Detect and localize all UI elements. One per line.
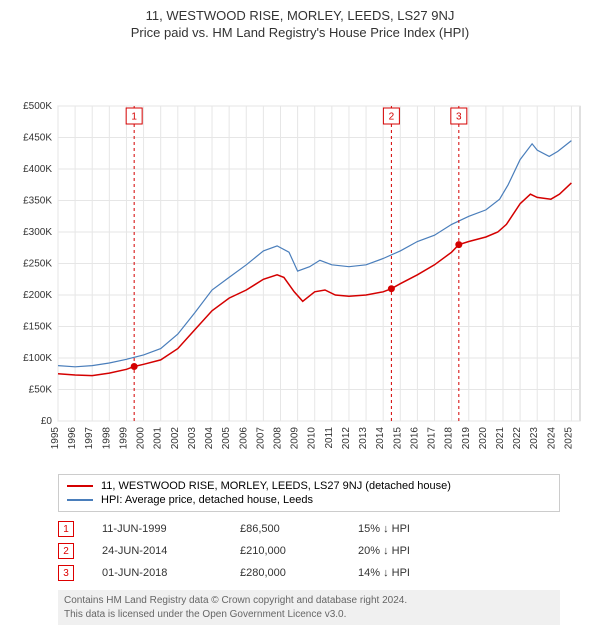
marker-row: 2 24-JUN-2014 £210,000 20% ↓ HPI (58, 540, 560, 562)
chart-title: 11, WESTWOOD RISE, MORLEY, LEEDS, LS27 9… (0, 8, 600, 23)
marker-date: 01-JUN-2018 (102, 567, 212, 579)
chart-area: £0 £50K £100K £150K £200K £250K £300K £350K £400… (0, 46, 600, 466)
marker-badge-number: 2 (389, 112, 395, 123)
x-tick-label: 2015 (392, 427, 403, 450)
x-tick-label: 2001 (153, 427, 164, 450)
y-tick-label: £400K (23, 164, 52, 175)
y-tick-label: £350K (23, 196, 52, 207)
x-tick-label: 2004 (204, 427, 215, 450)
marker-hpi-delta: 14% ↓ HPI (358, 567, 468, 579)
x-tick-label: 2013 (358, 427, 369, 450)
figure: 11, WESTWOOD RISE, MORLEY, LEEDS, LS27 9… (0, 0, 600, 625)
legend-item: 11, WESTWOOD RISE, MORLEY, LEEDS, LS27 9… (67, 479, 551, 493)
attribution-line: This data is licensed under the Open Gov… (64, 608, 554, 622)
marker-row-badge: 1 (58, 521, 74, 537)
marker-hpi-delta: 15% ↓ HPI (358, 523, 468, 535)
chart-subtitle: Price paid vs. HM Land Registry's House … (0, 25, 600, 40)
marker-badge-number: 1 (131, 112, 137, 123)
y-tick-label: £50K (29, 385, 53, 396)
x-tick-label: 2008 (272, 427, 283, 450)
x-tick-label: 2020 (478, 427, 489, 450)
y-tick-label: £150K (23, 322, 52, 333)
attribution-line: Contains HM Land Registry data © Crown c… (64, 594, 554, 608)
marker-date: 24-JUN-2014 (102, 545, 212, 557)
x-tick-label: 1998 (101, 427, 112, 450)
legend: 11, WESTWOOD RISE, MORLEY, LEEDS, LS27 9… (58, 474, 560, 512)
marker-row-badge: 2 (58, 543, 74, 559)
legend-swatch (67, 485, 93, 487)
marker-badge-number: 3 (456, 112, 462, 123)
x-tick-label: 2010 (307, 427, 318, 450)
x-tick-label: 2003 (187, 427, 198, 450)
x-tick-label: 2017 (427, 427, 438, 450)
x-tick-label: 2007 (255, 427, 266, 450)
x-tick-label: 1997 (84, 427, 95, 450)
marker-row-badge: 3 (58, 565, 74, 581)
marker-date: 11-JUN-1999 (102, 523, 212, 535)
x-tick-label: 2018 (444, 427, 455, 450)
header: 11, WESTWOOD RISE, MORLEY, LEEDS, LS27 9… (0, 0, 600, 40)
x-tick-label: 1999 (118, 427, 129, 450)
x-tick-label: 1995 (50, 427, 61, 450)
marker-price: £86,500 (240, 523, 330, 535)
x-tick-label: 2019 (461, 427, 472, 450)
marker-row: 1 11-JUN-1999 £86,500 15% ↓ HPI (58, 518, 560, 540)
y-tick-label: £500K (23, 101, 52, 112)
marker-dot (131, 363, 138, 370)
marker-dot (388, 285, 395, 292)
marker-price: £210,000 (240, 545, 330, 557)
marker-price: £280,000 (240, 567, 330, 579)
x-tick-label: 2016 (409, 427, 420, 450)
x-tick-label: 2006 (238, 427, 249, 450)
legend-label: HPI: Average price, detached house, Leed… (101, 494, 313, 506)
x-tick-label: 2009 (290, 427, 301, 450)
y-tick-label: £100K (23, 353, 52, 364)
x-tick-label: 2021 (495, 427, 506, 450)
x-tick-label: 2002 (170, 427, 181, 450)
x-tick-label: 2012 (341, 427, 352, 450)
marker-hpi-delta: 20% ↓ HPI (358, 545, 468, 557)
x-tick-label: 2000 (136, 427, 147, 450)
line-chart: £0 £50K £100K £150K £200K £250K £300K £350K £400… (0, 46, 600, 466)
x-tick-label: 2011 (324, 427, 335, 449)
legend-item: HPI: Average price, detached house, Leed… (67, 493, 551, 507)
y-tick-label: £250K (23, 259, 52, 270)
marker-table: 1 11-JUN-1999 £86,500 15% ↓ HPI 2 24-JUN-2014… (58, 518, 560, 584)
legend-label: 11, WESTWOOD RISE, MORLEY, LEEDS, LS27 9… (101, 480, 451, 492)
x-tick-label: 2023 (529, 427, 540, 450)
y-tick-label: £200K (23, 290, 52, 301)
legend-swatch (67, 499, 93, 501)
y-tick-label: £0 (41, 416, 53, 427)
x-tick-label: 2022 (512, 427, 523, 450)
y-tick-label: £300K (23, 227, 52, 238)
x-tick-label: 2025 (563, 427, 574, 450)
attribution: Contains HM Land Registry data © Crown c… (58, 590, 560, 625)
y-tick-label: £450K (23, 133, 52, 144)
x-tick-label: 2005 (221, 427, 232, 450)
marker-row: 3 01-JUN-2018 £280,000 14% ↓ HPI (58, 562, 560, 584)
x-tick-label: 1996 (67, 427, 78, 450)
marker-dot (455, 241, 462, 248)
x-tick-label: 2014 (375, 427, 386, 450)
x-tick-label: 2024 (546, 427, 557, 450)
